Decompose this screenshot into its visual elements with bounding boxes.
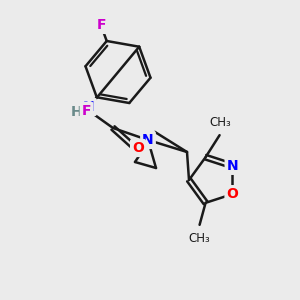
Text: O: O — [226, 187, 238, 201]
Text: H: H — [71, 105, 83, 119]
Text: N: N — [83, 100, 95, 114]
Text: O: O — [132, 141, 144, 155]
Text: N: N — [142, 133, 154, 147]
Text: N: N — [226, 159, 238, 173]
Text: F: F — [82, 103, 91, 118]
Text: CH₃: CH₃ — [210, 116, 232, 129]
Text: CH₃: CH₃ — [189, 232, 211, 245]
Text: F: F — [97, 18, 106, 32]
